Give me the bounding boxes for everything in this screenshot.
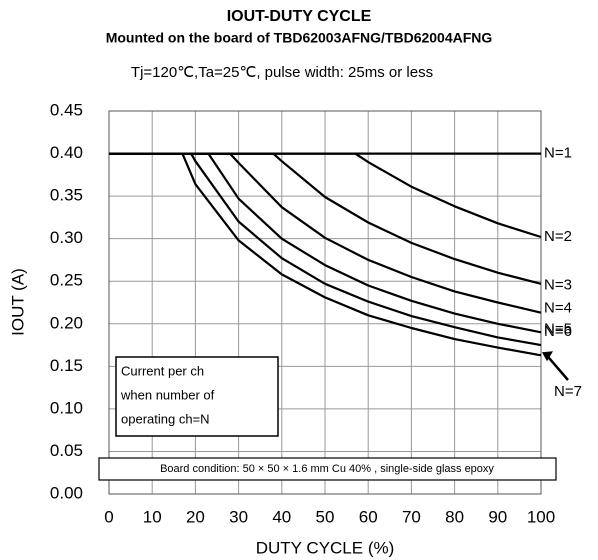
y-tick-label: 0.45 (50, 100, 83, 119)
series-label: N=2 (544, 228, 572, 245)
x-tick-label: 50 (316, 507, 335, 526)
y-tick-label: 0.15 (50, 356, 83, 375)
x-tick-label: 30 (229, 507, 248, 526)
y-tick-label: 0.30 (50, 228, 83, 247)
annotation-text: operating ch=N (121, 411, 210, 426)
board-box (98, 457, 557, 481)
series-line (109, 152, 542, 314)
x-tick-label: 70 (402, 507, 421, 526)
series-line (109, 152, 542, 347)
x-tick-label: 40 (272, 507, 291, 526)
chart-title: IOUT-DUTY CYCLE (227, 8, 372, 25)
x-tick-label: 90 (488, 507, 507, 526)
series-line (109, 152, 542, 239)
series-label: N=3 (544, 277, 572, 294)
x-tick-label: 20 (186, 507, 205, 526)
arrow-head (542, 351, 553, 362)
x-tick-label: 80 (445, 507, 464, 526)
series-line (109, 152, 542, 357)
x-axis-label: DUTY CYCLE (%) (256, 538, 395, 557)
series-label: N=4 (544, 300, 572, 317)
annotation-text: when number of (120, 387, 215, 402)
y-tick-label: 0.25 (50, 271, 83, 290)
series-line (109, 152, 542, 285)
chart-subtitle: Mounted on the board of TBD62003AFNG/TBD… (106, 30, 493, 46)
annotation-text: Current per ch (121, 363, 204, 378)
series-label: N=1 (544, 145, 572, 162)
y-tick-label: 0.00 (50, 483, 83, 502)
series-label: N=5 (544, 320, 572, 337)
x-tick-label: 100 (527, 507, 555, 526)
annotation-box (115, 356, 279, 437)
plot-frame (108, 110, 542, 495)
chart-condition: Tj=120℃,Ta=25℃, pulse width: 25ms or les… (131, 64, 433, 81)
series-label: N=7 (554, 383, 582, 400)
y-tick-label: 0.35 (50, 186, 83, 205)
board-condition: Board condition: 50 × 50 × 1.6 mm Cu 40%… (160, 463, 494, 475)
x-tick-label: 0 (104, 507, 113, 526)
y-axis-label: IOUT (A) (8, 268, 27, 336)
y-tick-label: 0.40 (50, 143, 83, 162)
series-line (109, 152, 542, 334)
series-label: N=6 (544, 323, 572, 340)
x-tick-label: 60 (359, 507, 378, 526)
y-tick-label: 0.05 (50, 441, 83, 460)
y-tick-label: 0.10 (50, 398, 83, 417)
y-tick-label: 0.20 (50, 313, 83, 332)
x-tick-label: 10 (143, 507, 162, 526)
